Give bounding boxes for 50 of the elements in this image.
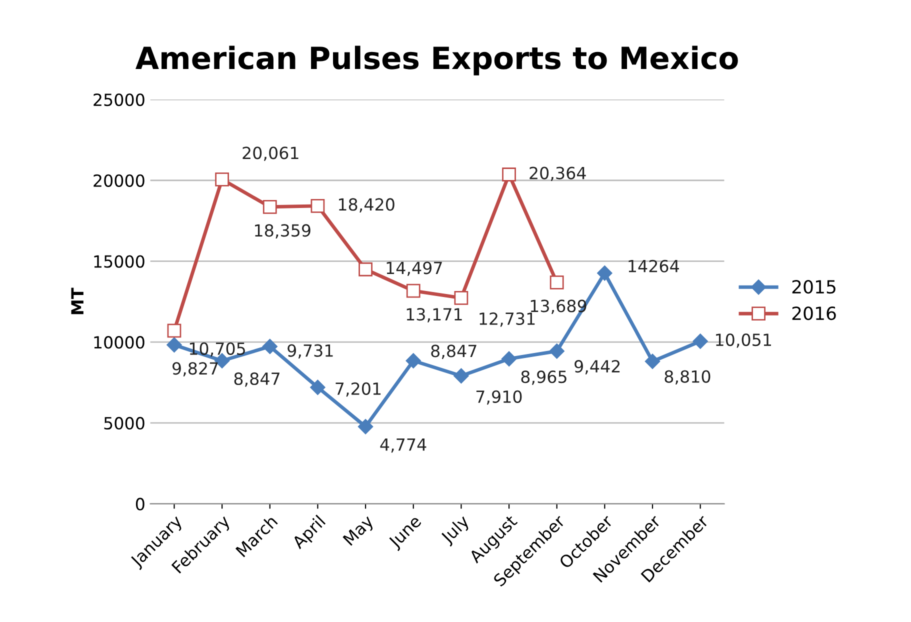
y-tick-label: 20000 bbox=[94, 174, 144, 187]
data-label: 14264 bbox=[628, 260, 679, 272]
point bbox=[358, 419, 374, 434]
point bbox=[454, 290, 468, 305]
data-label: 8,965 bbox=[521, 370, 566, 385]
legend-label: 2015 bbox=[792, 280, 836, 294]
y-tick-label: 15000 bbox=[94, 255, 144, 268]
point bbox=[310, 380, 326, 395]
data-label: 8,810 bbox=[664, 370, 710, 385]
point bbox=[166, 337, 182, 352]
point bbox=[454, 368, 469, 384]
data-label: 7,201 bbox=[336, 382, 381, 397]
point bbox=[310, 198, 325, 213]
point bbox=[597, 266, 612, 281]
data-label: 10,051 bbox=[716, 334, 771, 348]
point bbox=[549, 344, 564, 359]
data-label: 9,442 bbox=[574, 360, 620, 374]
point bbox=[262, 200, 277, 214]
point bbox=[644, 354, 660, 369]
y-tick-label: 10000 bbox=[94, 336, 144, 349]
point bbox=[501, 351, 517, 366]
data-label: 18,359 bbox=[255, 224, 310, 238]
y-tick-label: 0 bbox=[136, 498, 144, 510]
point bbox=[358, 262, 372, 276]
point bbox=[692, 334, 708, 349]
y-tick-label: 25000 bbox=[94, 93, 144, 106]
data-label: 20,364 bbox=[530, 166, 586, 182]
data-label: 10,705 bbox=[190, 342, 245, 357]
data-label: 14,497 bbox=[386, 262, 442, 276]
y-axis-title: MT bbox=[71, 288, 84, 314]
legend-label: 2016 bbox=[792, 306, 836, 320]
data-label: 9,731 bbox=[288, 344, 333, 359]
point bbox=[550, 275, 564, 290]
y-tick-label: 5000 bbox=[104, 416, 144, 430]
data-label: 13,171 bbox=[406, 308, 462, 322]
point bbox=[502, 168, 516, 182]
point bbox=[406, 284, 420, 298]
data-label: 8,847 bbox=[234, 372, 280, 387]
point bbox=[406, 353, 421, 368]
point bbox=[167, 324, 182, 338]
data-label: 12,731 bbox=[480, 312, 535, 327]
data-label: 4,774 bbox=[380, 438, 426, 453]
data-label: 9,827 bbox=[172, 362, 218, 376]
data-label: 7,910 bbox=[476, 390, 522, 405]
point bbox=[215, 172, 229, 186]
data-label: 8,847 bbox=[431, 344, 476, 359]
data-label: 20,061 bbox=[242, 146, 298, 161]
point bbox=[262, 338, 278, 354]
chart-title: American Pulses Exports to Mexico bbox=[136, 46, 738, 76]
data-label: 18,420 bbox=[338, 198, 394, 212]
